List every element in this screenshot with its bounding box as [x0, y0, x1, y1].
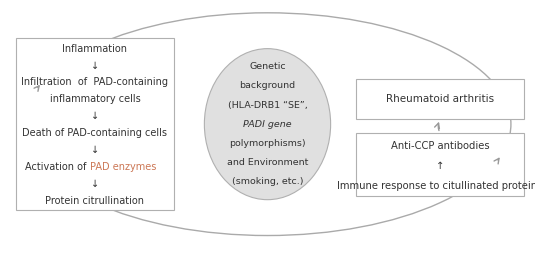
Text: and Environment: and Environment: [227, 158, 308, 167]
Text: polymorphisms): polymorphisms): [229, 139, 306, 148]
Text: Inflammation: Inflammation: [63, 44, 127, 54]
FancyBboxPatch shape: [356, 79, 524, 119]
Text: Rheumatoid arthritis: Rheumatoid arthritis: [386, 94, 494, 104]
FancyBboxPatch shape: [16, 38, 174, 210]
Text: Genetic: Genetic: [249, 62, 286, 71]
Text: ↓: ↓: [91, 61, 99, 71]
Text: Infiltration  of  PAD-containing: Infiltration of PAD-containing: [21, 78, 169, 88]
Ellipse shape: [204, 49, 331, 200]
Text: Activation of: Activation of: [25, 162, 90, 172]
FancyBboxPatch shape: [356, 133, 524, 196]
Text: Protein citrullination: Protein citrullination: [45, 196, 144, 206]
Text: Immune response to citullinated proteins: Immune response to citullinated proteins: [338, 180, 535, 191]
Text: ↓: ↓: [91, 145, 99, 155]
Text: background: background: [240, 81, 295, 90]
Text: ↑: ↑: [436, 161, 444, 171]
Text: PAD enzymes: PAD enzymes: [90, 162, 156, 172]
Text: PADI gene: PADI gene: [243, 120, 292, 129]
Text: Death of PAD-containing cells: Death of PAD-containing cells: [22, 128, 167, 138]
Text: (HLA-DRB1 “SE”,: (HLA-DRB1 “SE”,: [227, 101, 308, 110]
Text: Anti-CCP antibodies: Anti-CCP antibodies: [391, 141, 490, 151]
Text: ↓: ↓: [91, 111, 99, 121]
Text: (smoking, etc.): (smoking, etc.): [232, 177, 303, 186]
Text: inflammatory cells: inflammatory cells: [50, 94, 140, 104]
Text: ↓: ↓: [91, 179, 99, 189]
